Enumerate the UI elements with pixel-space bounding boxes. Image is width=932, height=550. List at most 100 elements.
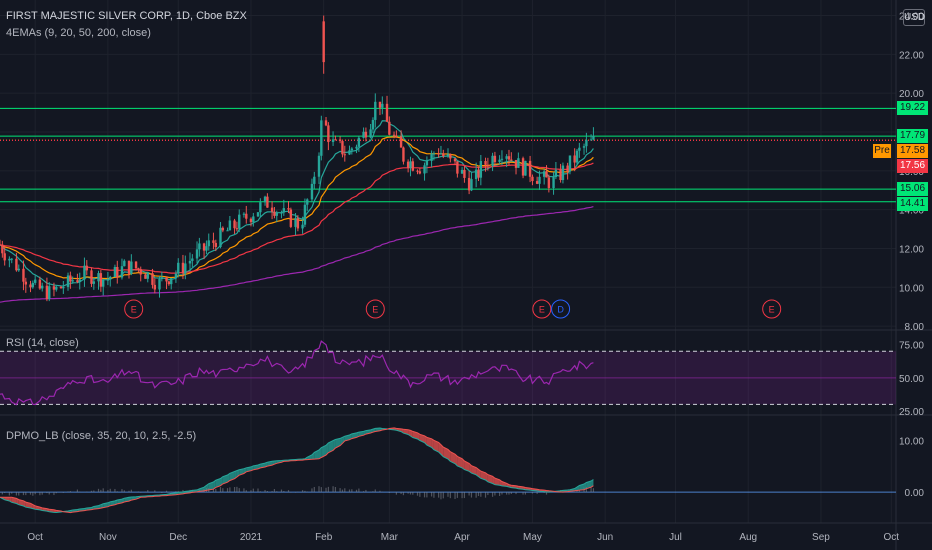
- candle-body: [561, 165, 565, 181]
- dpmo-fill: [426, 437, 432, 448]
- event-marker: [365, 299, 385, 319]
- dpmo-histogram-bar: [578, 490, 580, 493]
- candle-body: [559, 169, 562, 181]
- candle-body: [575, 150, 579, 163]
- candles[interactable]: [0, 15, 595, 302]
- price-axis[interactable]: 8.0010.0012.0014.0016.0018.0020.0022.002…: [899, 12, 924, 500]
- candle-body: [113, 267, 117, 277]
- dpmo-histogram-bar: [252, 488, 254, 493]
- dpmo-fill: [208, 481, 214, 490]
- dpmo-histogram-bar: [306, 491, 308, 493]
- candle-body: [207, 240, 210, 247]
- candle-body: [212, 240, 215, 243]
- time-tick-label: Feb: [315, 532, 333, 543]
- candle-body: [470, 179, 473, 191]
- candle-body: [327, 125, 330, 143]
- dpmo-fill: [229, 471, 235, 481]
- price-tag: 15.06: [897, 182, 929, 197]
- dpmo-fill: [464, 461, 470, 472]
- dpmo-histogram-bar: [407, 492, 409, 494]
- price-tick-label: 14.00: [899, 206, 924, 217]
- candle-body: [486, 164, 490, 166]
- time-axis[interactable]: Oct Nov Dec 2021 Feb Mar Apr May Jun Jul Aug Sep Oct: [27, 532, 899, 543]
- dpmo-histogram-bar: [25, 492, 27, 496]
- dpmo-histogram-bar: [348, 489, 351, 493]
- candle-body: [99, 273, 103, 287]
- candle-body: [362, 131, 365, 138]
- dpmo-histogram-bar: [311, 488, 313, 493]
- dpmo-fill: [335, 438, 341, 448]
- event-label: E: [769, 305, 775, 315]
- candle-body: [22, 268, 25, 282]
- dpmo-panel[interactable]: [0, 427, 896, 514]
- time-tick-label: Aug: [739, 532, 757, 543]
- candle-body: [521, 158, 525, 176]
- dpmo-histogram-bar: [114, 488, 116, 493]
- dpmo-histogram-bar: [69, 491, 71, 493]
- candle-body: [134, 261, 138, 269]
- candle-body: [29, 284, 32, 288]
- dpmo-fill: [455, 454, 458, 467]
- candle-body: [334, 139, 337, 141]
- candle-body: [514, 160, 518, 168]
- candle-body: [71, 280, 74, 282]
- candle-body: [392, 134, 396, 136]
- dpmo-histogram-bar: [423, 492, 426, 498]
- candle-body: [38, 279, 42, 289]
- candle-body: [76, 280, 79, 282]
- candle-body: [573, 155, 576, 163]
- candle-body: [188, 260, 192, 264]
- candle-body: [55, 286, 58, 290]
- candle-body: [151, 273, 154, 285]
- candle-body: [547, 177, 551, 189]
- candle-body: [146, 273, 149, 279]
- dpmo-histogram-bar: [463, 492, 466, 499]
- currency-button[interactable]: USD: [903, 9, 925, 26]
- candle-body: [460, 169, 464, 174]
- dpmo-fill: [431, 438, 434, 450]
- dpmo-histogram-bar: [233, 486, 236, 493]
- candle-body: [310, 183, 314, 200]
- dpmo-histogram-bar: [301, 490, 304, 493]
- candle-body: [1, 244, 4, 254]
- candle-body: [219, 227, 222, 247]
- dpmo-fill: [480, 471, 486, 481]
- candle-body: [449, 154, 452, 159]
- candle-body: [109, 276, 112, 280]
- candle-body: [582, 146, 586, 148]
- candle-body: [411, 161, 415, 171]
- candle-body: [214, 242, 217, 247]
- indicator-label-rsi[interactable]: RSI (14, close): [6, 337, 79, 349]
- candle-body: [78, 279, 81, 282]
- candle-body: [322, 21, 325, 63]
- rsi-panel[interactable]: [0, 340, 896, 406]
- event-marker: [551, 299, 571, 319]
- dpmo-histogram-bar: [395, 492, 397, 495]
- candle-body: [301, 224, 304, 229]
- candle-body: [500, 158, 504, 160]
- candle-body: [10, 258, 13, 260]
- dpmo-fill: [103, 502, 108, 508]
- dpmo-histogram-bar: [154, 490, 156, 493]
- dpmo-histogram-bar: [287, 490, 290, 493]
- dpmo-histogram-bar: [48, 492, 50, 495]
- dpmo-histogram-bar: [461, 492, 463, 499]
- dpmo-fill: [410, 430, 413, 438]
- price-tick-label: 20.00: [899, 89, 924, 100]
- indicator-label-dpmo[interactable]: DPMO_LB (close, 35, 20, 10, 2.5, -2.5): [6, 430, 197, 442]
- dpmo-histogram-bar: [55, 492, 57, 494]
- dpmo-histogram-bar: [522, 492, 524, 495]
- symbol-title[interactable]: FIRST MAJESTIC SILVER CORP, 1D, Cboe BZX: [6, 10, 247, 22]
- dpmo-fill: [492, 476, 495, 485]
- time-tick-label: Sep: [812, 532, 830, 543]
- candle-body: [228, 220, 232, 231]
- dpmo-histogram-bar: [468, 492, 470, 496]
- candle-body: [528, 160, 532, 177]
- candle-body: [303, 204, 307, 225]
- candle-body: [69, 275, 72, 282]
- dpmo-histogram-bar: [11, 492, 13, 494]
- indicator-label-ema[interactable]: 4EMAs (9, 20, 50, 200, close): [6, 27, 151, 39]
- candle-body: [289, 209, 293, 227]
